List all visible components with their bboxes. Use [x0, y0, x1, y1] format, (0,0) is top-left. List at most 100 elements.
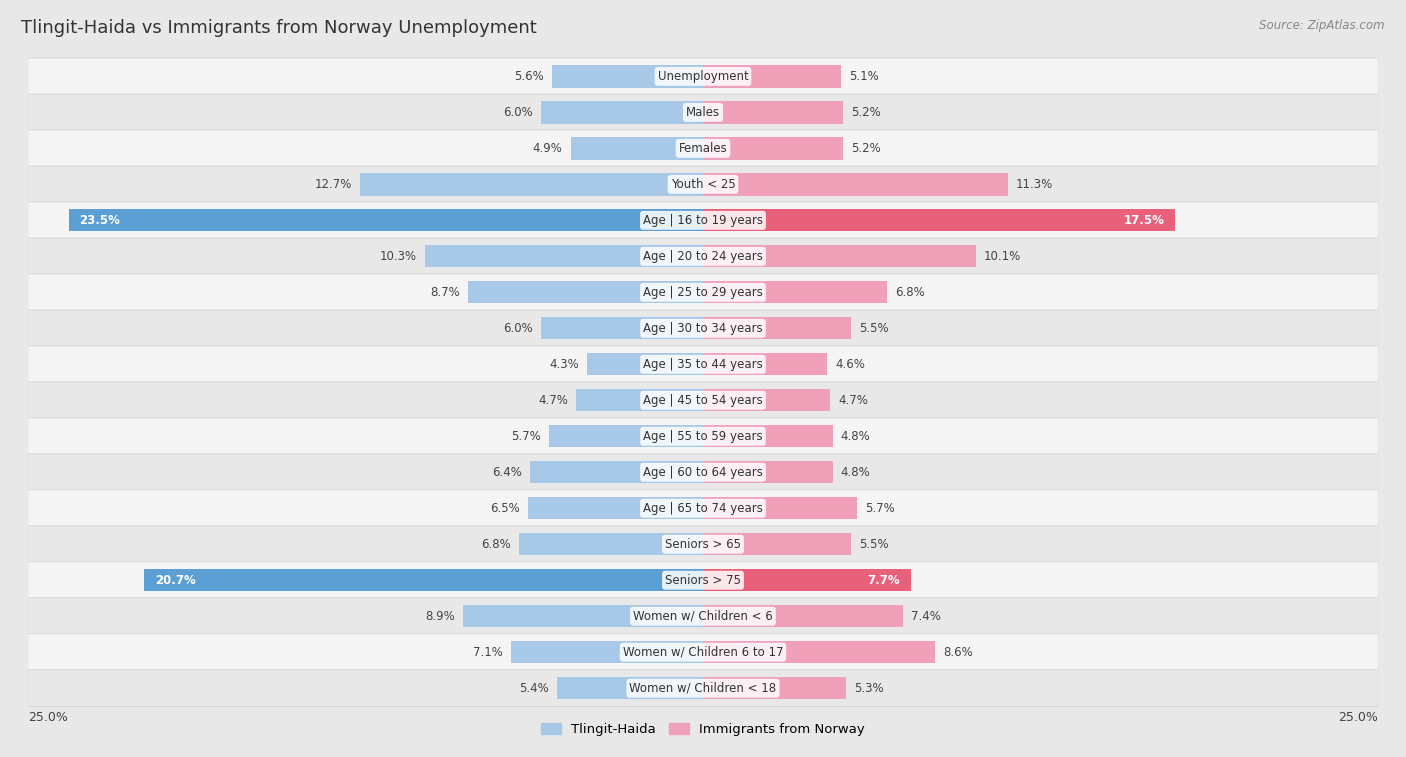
Bar: [703, 389, 830, 412]
Text: Women w/ Children 6 to 17: Women w/ Children 6 to 17: [623, 646, 783, 659]
Bar: [527, 497, 703, 519]
FancyBboxPatch shape: [28, 454, 1378, 491]
FancyBboxPatch shape: [28, 634, 1378, 671]
FancyBboxPatch shape: [28, 670, 1378, 706]
Text: 4.6%: 4.6%: [835, 358, 865, 371]
FancyBboxPatch shape: [28, 58, 1378, 95]
Bar: [703, 605, 903, 628]
FancyBboxPatch shape: [28, 418, 1378, 455]
Text: Age | 45 to 54 years: Age | 45 to 54 years: [643, 394, 763, 407]
Bar: [557, 677, 703, 699]
Bar: [703, 641, 935, 663]
Bar: [703, 425, 832, 447]
Text: Tlingit-Haida vs Immigrants from Norway Unemployment: Tlingit-Haida vs Immigrants from Norway …: [21, 19, 537, 37]
Text: 6.5%: 6.5%: [489, 502, 519, 515]
Bar: [425, 245, 703, 267]
Bar: [703, 497, 856, 519]
Text: Age | 16 to 19 years: Age | 16 to 19 years: [643, 213, 763, 227]
FancyBboxPatch shape: [28, 238, 1378, 275]
FancyBboxPatch shape: [28, 130, 1378, 167]
Bar: [69, 209, 703, 232]
Text: 5.1%: 5.1%: [849, 70, 879, 83]
Text: 11.3%: 11.3%: [1017, 178, 1053, 191]
Text: 23.5%: 23.5%: [79, 213, 121, 227]
Text: 17.5%: 17.5%: [1123, 213, 1164, 227]
Bar: [530, 461, 703, 484]
Text: 4.3%: 4.3%: [550, 358, 579, 371]
Text: 10.3%: 10.3%: [380, 250, 416, 263]
Text: 5.3%: 5.3%: [855, 682, 884, 695]
Text: 5.4%: 5.4%: [519, 682, 550, 695]
Bar: [468, 281, 703, 304]
Text: 8.7%: 8.7%: [430, 286, 460, 299]
Text: 7.1%: 7.1%: [474, 646, 503, 659]
Bar: [360, 173, 703, 195]
Bar: [703, 533, 852, 556]
Bar: [703, 461, 832, 484]
FancyBboxPatch shape: [28, 310, 1378, 347]
Text: 5.6%: 5.6%: [515, 70, 544, 83]
Bar: [703, 65, 841, 88]
Bar: [551, 65, 703, 88]
Bar: [703, 281, 887, 304]
Text: 10.1%: 10.1%: [984, 250, 1021, 263]
Bar: [703, 173, 1008, 195]
Text: Males: Males: [686, 106, 720, 119]
FancyBboxPatch shape: [28, 202, 1378, 238]
FancyBboxPatch shape: [28, 274, 1378, 310]
Text: 6.4%: 6.4%: [492, 466, 522, 478]
Text: 6.0%: 6.0%: [503, 106, 533, 119]
FancyBboxPatch shape: [28, 526, 1378, 562]
FancyBboxPatch shape: [28, 382, 1378, 419]
Bar: [703, 569, 911, 591]
Text: 8.9%: 8.9%: [425, 609, 454, 623]
Text: 5.5%: 5.5%: [859, 322, 889, 335]
Text: 4.7%: 4.7%: [838, 394, 868, 407]
Text: 25.0%: 25.0%: [28, 711, 67, 724]
Bar: [576, 389, 703, 412]
Bar: [550, 425, 703, 447]
FancyBboxPatch shape: [28, 346, 1378, 382]
FancyBboxPatch shape: [28, 490, 1378, 527]
Text: Age | 30 to 34 years: Age | 30 to 34 years: [643, 322, 763, 335]
Bar: [703, 137, 844, 160]
Text: 25.0%: 25.0%: [1339, 711, 1378, 724]
Bar: [703, 209, 1175, 232]
FancyBboxPatch shape: [28, 166, 1378, 203]
Bar: [463, 605, 703, 628]
Bar: [512, 641, 703, 663]
Bar: [519, 533, 703, 556]
Text: Seniors > 75: Seniors > 75: [665, 574, 741, 587]
FancyBboxPatch shape: [28, 598, 1378, 634]
Text: Age | 60 to 64 years: Age | 60 to 64 years: [643, 466, 763, 478]
Text: 12.7%: 12.7%: [315, 178, 352, 191]
Text: 8.6%: 8.6%: [943, 646, 973, 659]
Text: 5.7%: 5.7%: [512, 430, 541, 443]
Text: 7.4%: 7.4%: [911, 609, 941, 623]
FancyBboxPatch shape: [28, 94, 1378, 131]
Text: Females: Females: [679, 142, 727, 155]
Bar: [703, 245, 976, 267]
Text: Youth < 25: Youth < 25: [671, 178, 735, 191]
Text: Age | 35 to 44 years: Age | 35 to 44 years: [643, 358, 763, 371]
Bar: [703, 317, 852, 339]
Bar: [571, 137, 703, 160]
Text: 6.8%: 6.8%: [894, 286, 924, 299]
Text: 4.9%: 4.9%: [533, 142, 562, 155]
Text: Seniors > 65: Seniors > 65: [665, 537, 741, 551]
Text: Unemployment: Unemployment: [658, 70, 748, 83]
Text: Age | 65 to 74 years: Age | 65 to 74 years: [643, 502, 763, 515]
Text: 5.7%: 5.7%: [865, 502, 894, 515]
Bar: [541, 317, 703, 339]
Text: Age | 20 to 24 years: Age | 20 to 24 years: [643, 250, 763, 263]
Text: 6.8%: 6.8%: [482, 537, 512, 551]
Legend: Tlingit-Haida, Immigrants from Norway: Tlingit-Haida, Immigrants from Norway: [536, 717, 870, 741]
Text: Age | 55 to 59 years: Age | 55 to 59 years: [643, 430, 763, 443]
FancyBboxPatch shape: [28, 562, 1378, 599]
Bar: [703, 101, 844, 123]
Text: Source: ZipAtlas.com: Source: ZipAtlas.com: [1260, 19, 1385, 32]
Text: 4.8%: 4.8%: [841, 430, 870, 443]
Text: 20.7%: 20.7%: [155, 574, 195, 587]
Text: 5.5%: 5.5%: [859, 537, 889, 551]
Bar: [586, 353, 703, 375]
